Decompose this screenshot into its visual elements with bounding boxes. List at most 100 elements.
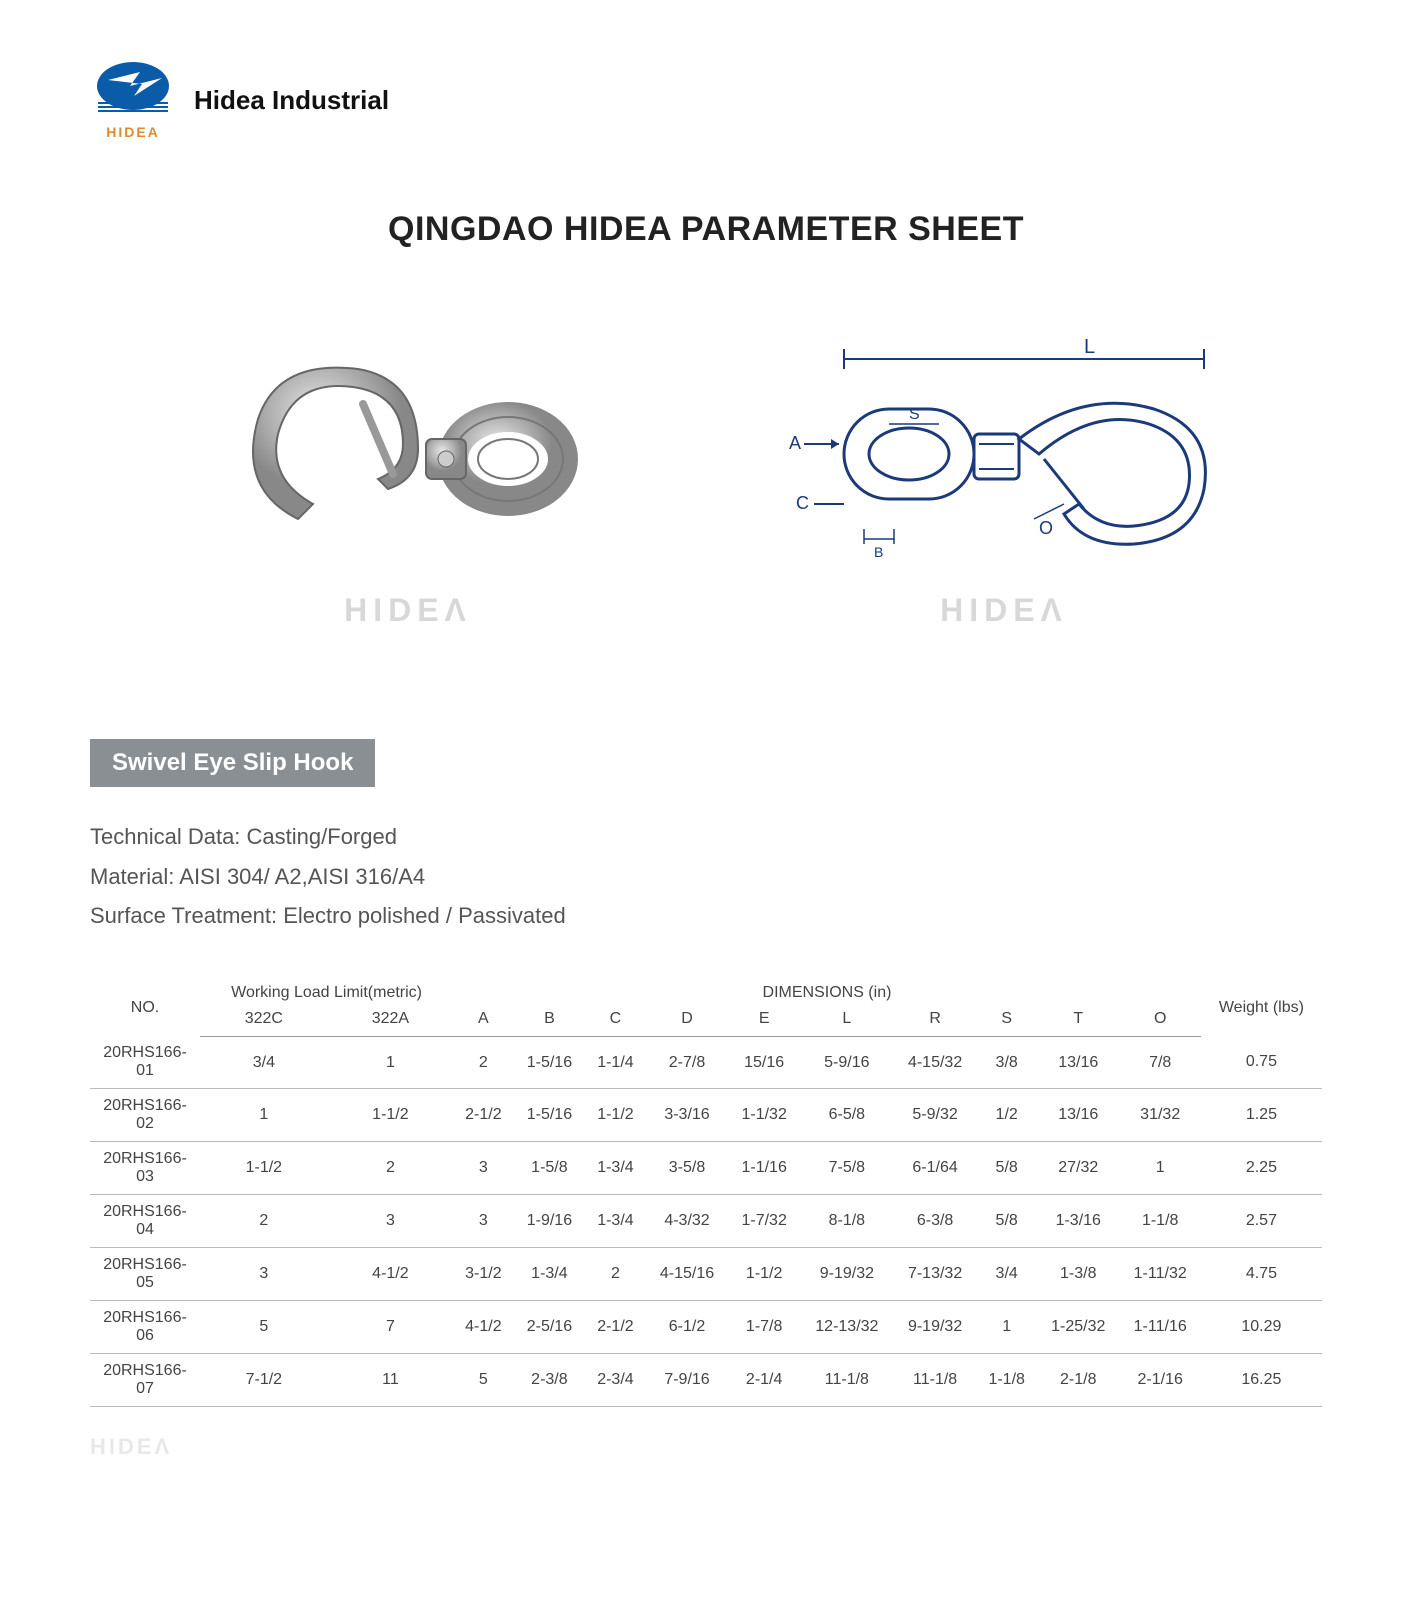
table-cell: 11-1/8 — [800, 1354, 894, 1407]
table-row: 20RHS166-013/4121-5/161-1/42-7/815/165-9… — [90, 1036, 1322, 1089]
table-cell: 20RHS166-01 — [90, 1036, 200, 1089]
technical-data: Technical Data: Casting/Forged Material:… — [90, 817, 1322, 936]
table-cell: 1-25/32 — [1037, 1301, 1120, 1354]
table-cell: 1-7/32 — [728, 1195, 800, 1248]
table-cell: 10.29 — [1201, 1301, 1322, 1354]
table-cell: 3-3/16 — [646, 1089, 729, 1142]
table-cell: 20RHS166-03 — [90, 1142, 200, 1195]
table-cell: 7-1/2 — [200, 1354, 328, 1407]
table-cell: 3-1/2 — [453, 1248, 513, 1301]
table-cell: 6-1/64 — [894, 1142, 977, 1195]
table-cell: 3/4 — [200, 1036, 328, 1089]
table-cell: 1 — [976, 1301, 1036, 1354]
tech-data-row: Technical Data: Casting/Forged — [90, 817, 1322, 857]
col-L: L — [800, 1006, 894, 1037]
table-row: 20RHS166-06574-1/22-5/162-1/26-1/21-7/81… — [90, 1301, 1322, 1354]
table-cell: 1-1/16 — [728, 1142, 800, 1195]
hook-diagram-icon: L S A C B — [784, 329, 1224, 589]
table-cell: 7 — [328, 1301, 453, 1354]
table-cell: 5 — [453, 1354, 513, 1407]
watermark-right: HIDEΛ — [940, 592, 1068, 629]
table-cell: 2.57 — [1201, 1195, 1322, 1248]
col-A: A — [453, 1006, 513, 1037]
table-row: 20RHS166-031-1/2231-5/81-3/43-5/81-1/167… — [90, 1142, 1322, 1195]
page-title: QINGDAO HIDEA PARAMETER SHEET — [90, 210, 1322, 249]
table-cell: 2-1/4 — [728, 1354, 800, 1407]
hook-photo-icon — [218, 339, 598, 579]
tech-data-label: Technical Data: — [90, 824, 240, 849]
table-cell: 3 — [328, 1195, 453, 1248]
table-cell: 1 — [1120, 1142, 1201, 1195]
table-cell: 1-7/8 — [728, 1301, 800, 1354]
table-cell: 1-1/8 — [976, 1354, 1036, 1407]
table-cell: 2-1/8 — [1037, 1354, 1120, 1407]
table-cell: 9-19/32 — [800, 1248, 894, 1301]
table-row: 20RHS166-0534-1/23-1/21-3/424-15/161-1/2… — [90, 1248, 1322, 1301]
table-header-groups: NO. Working Load Limit(metric) DIMENSION… — [90, 976, 1322, 1006]
col-wll: Working Load Limit(metric) — [200, 976, 453, 1006]
table-cell: 2 — [200, 1195, 328, 1248]
table-cell: 1-3/4 — [585, 1142, 645, 1195]
table-cell: 2-1/2 — [585, 1301, 645, 1354]
surface-value: Electro polished / Passivated — [283, 903, 566, 928]
parameter-table: NO. Working Load Limit(metric) DIMENSION… — [90, 976, 1322, 1408]
dim-label-L: L — [1084, 336, 1095, 358]
col-no: NO. — [90, 976, 200, 1037]
table-cell: 3 — [453, 1142, 513, 1195]
table-body: 20RHS166-013/4121-5/161-1/42-7/815/165-9… — [90, 1036, 1322, 1407]
table-cell: 13/16 — [1037, 1089, 1120, 1142]
col-weight: Weight (lbs) — [1201, 976, 1322, 1037]
dim-label-A: A — [789, 433, 801, 453]
col-E: E — [728, 1006, 800, 1037]
surface-row: Surface Treatment: Electro polished / Pa… — [90, 896, 1322, 936]
company-name: Hidea Industrial — [194, 85, 389, 116]
table-cell: 3 — [453, 1195, 513, 1248]
table-cell: 1-3/4 — [514, 1248, 586, 1301]
dim-label-B: B — [874, 544, 883, 560]
table-cell: 4-1/2 — [453, 1301, 513, 1354]
table-cell: 5-9/32 — [894, 1089, 977, 1142]
table-cell: 2 — [585, 1248, 645, 1301]
table-cell: 27/32 — [1037, 1142, 1120, 1195]
table-cell: 1-11/16 — [1120, 1301, 1201, 1354]
table-cell: 31/32 — [1120, 1089, 1201, 1142]
table-cell: 6-1/2 — [646, 1301, 729, 1354]
table-cell: 1.25 — [1201, 1089, 1322, 1142]
table-cell: 9-19/32 — [894, 1301, 977, 1354]
table-cell: 2-1/16 — [1120, 1354, 1201, 1407]
surface-label: Surface Treatment: — [90, 903, 277, 928]
table-cell: 2 — [453, 1036, 513, 1089]
table-cell: 11 — [328, 1354, 453, 1407]
table-cell: 20RHS166-07 — [90, 1354, 200, 1407]
tech-data-value: Casting/Forged — [247, 824, 397, 849]
table-row: 20RHS166-0211-1/22-1/21-5/161-1/23-3/161… — [90, 1089, 1322, 1142]
images-row: HIDEΛ L S A C — [90, 319, 1322, 599]
table-cell: 3 — [200, 1248, 328, 1301]
table-cell: 6-5/8 — [800, 1089, 894, 1142]
table-cell: 1-1/32 — [728, 1089, 800, 1142]
table-cell: 1-3/16 — [1037, 1195, 1120, 1248]
table-cell: 1-9/16 — [514, 1195, 586, 1248]
table-cell: 4.75 — [1201, 1248, 1322, 1301]
col-O: O — [1120, 1006, 1201, 1037]
table-cell: 16.25 — [1201, 1354, 1322, 1407]
product-diagram: L S A C B — [784, 319, 1224, 599]
table-cell: 1-3/4 — [585, 1195, 645, 1248]
col-D: D — [646, 1006, 729, 1037]
col-R: R — [894, 1006, 977, 1037]
table-cell: 7-13/32 — [894, 1248, 977, 1301]
table-cell: 13/16 — [1037, 1036, 1120, 1089]
table-cell: 6-3/8 — [894, 1195, 977, 1248]
table-cell: 3/8 — [976, 1036, 1036, 1089]
table-cell: 20RHS166-05 — [90, 1248, 200, 1301]
table-cell: 15/16 — [728, 1036, 800, 1089]
table-cell: 1-5/16 — [514, 1036, 586, 1089]
material-value: AISI 304/ A2,AISI 316/A4 — [179, 864, 425, 889]
table-cell: 1-1/8 — [1120, 1195, 1201, 1248]
table-cell: 2 — [328, 1142, 453, 1195]
col-dimensions: DIMENSIONS (in) — [453, 976, 1201, 1006]
table-cell: 2-1/2 — [453, 1089, 513, 1142]
table-row: 20RHS166-042331-9/161-3/44-3/321-7/328-1… — [90, 1195, 1322, 1248]
page-header: HIDEA Hidea Industrial — [90, 60, 1322, 140]
table-cell: 20RHS166-06 — [90, 1301, 200, 1354]
